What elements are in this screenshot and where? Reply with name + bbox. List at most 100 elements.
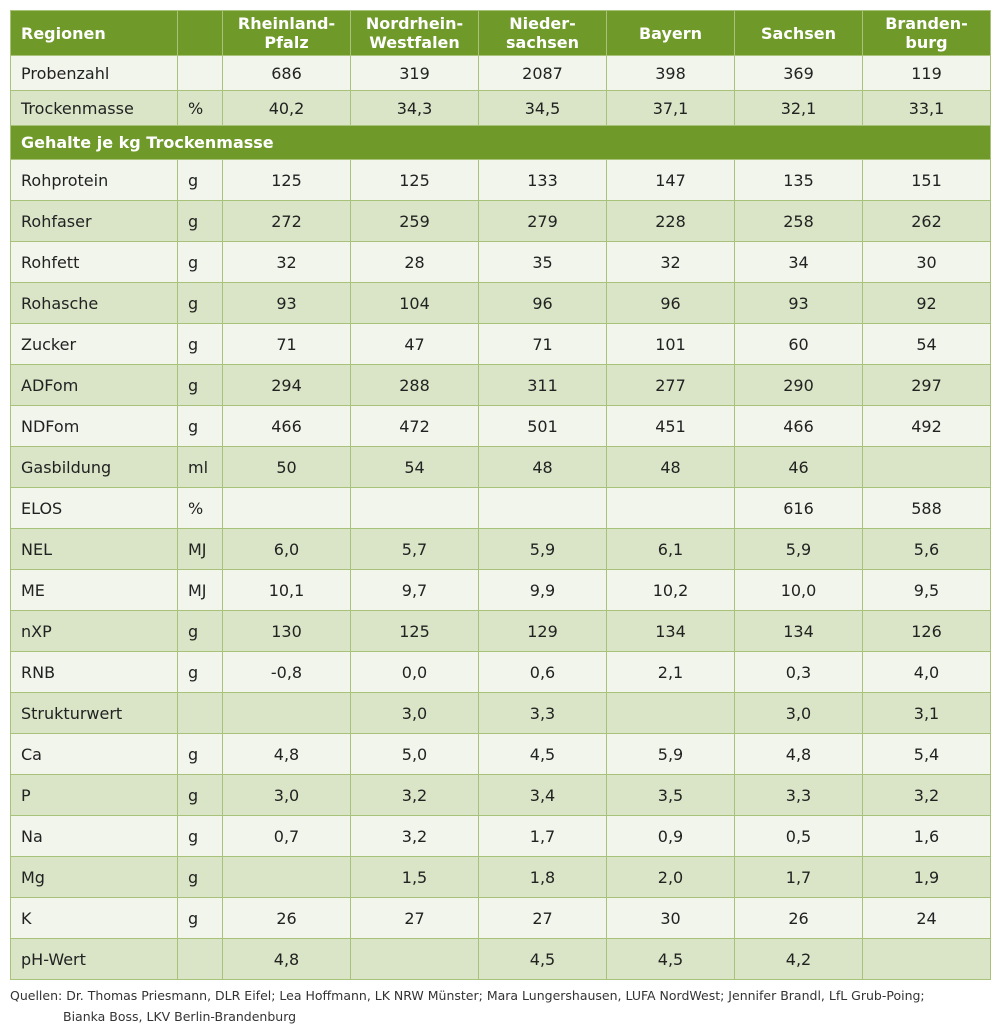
row-label: ADFom bbox=[10, 364, 178, 406]
table-row: NEL MJ 6,0 5,7 5,9 6,1 5,9 5,6 bbox=[10, 528, 991, 570]
table-cell: 290 bbox=[734, 364, 863, 406]
table-cell: 492 bbox=[862, 405, 991, 447]
table-cell: 3,3 bbox=[478, 692, 607, 734]
table-cell: 2,0 bbox=[606, 856, 735, 898]
table-cell: 119 bbox=[862, 55, 991, 91]
table-cell: 50 bbox=[222, 446, 351, 488]
table-cell: 104 bbox=[350, 282, 479, 324]
table-cell: 9,5 bbox=[862, 569, 991, 611]
table-cell: 32,1 bbox=[734, 90, 863, 126]
table-cell: 9,7 bbox=[350, 569, 479, 611]
table-cell: 5,9 bbox=[734, 528, 863, 570]
table-cell: 4,8 bbox=[734, 733, 863, 775]
table-cell bbox=[606, 692, 735, 734]
table-cell: 30 bbox=[862, 241, 991, 283]
row-label: ME bbox=[10, 569, 178, 611]
table-cell: 92 bbox=[862, 282, 991, 324]
table-cell: 96 bbox=[606, 282, 735, 324]
table-cell: 33,1 bbox=[862, 90, 991, 126]
table-cell: 151 bbox=[862, 159, 991, 201]
table-cell: 0,5 bbox=[734, 815, 863, 857]
table-cell: 5,4 bbox=[862, 733, 991, 775]
row-label: ELOS bbox=[10, 487, 178, 529]
table-cell: 54 bbox=[350, 446, 479, 488]
table-cell: 1,9 bbox=[862, 856, 991, 898]
row-unit: % bbox=[177, 487, 223, 529]
table-row: Ca g 4,8 5,0 4,5 5,9 4,8 5,4 bbox=[10, 733, 991, 775]
row-label: Na bbox=[10, 815, 178, 857]
table-cell bbox=[350, 487, 479, 529]
table-cell: 30 bbox=[606, 897, 735, 939]
table-cell: 1,8 bbox=[478, 856, 607, 898]
table-cell: 1,5 bbox=[350, 856, 479, 898]
table-cell: 126 bbox=[862, 610, 991, 652]
table-cell: 4,8 bbox=[222, 733, 351, 775]
table-cell bbox=[862, 938, 991, 980]
table-cell: 27 bbox=[478, 897, 607, 939]
table-cell: 4,2 bbox=[734, 938, 863, 980]
table-row: Na g 0,7 3,2 1,7 0,9 0,5 1,6 bbox=[10, 815, 991, 857]
header-region: Bayern bbox=[606, 10, 735, 56]
row-unit: g bbox=[177, 405, 223, 447]
sources-footnote: Quellen: Dr. Thomas Priesmann, DLR Eifel… bbox=[10, 985, 990, 1027]
table-row: NDFom g 466 472 501 451 466 492 bbox=[10, 405, 991, 447]
row-unit: g bbox=[177, 364, 223, 406]
table-row: RNB g -0,8 0,0 0,6 2,1 0,3 4,0 bbox=[10, 651, 991, 693]
table-cell: 311 bbox=[478, 364, 607, 406]
table-cell: 125 bbox=[350, 159, 479, 201]
table-cell bbox=[606, 487, 735, 529]
table-cell bbox=[350, 938, 479, 980]
table-cell: 133 bbox=[478, 159, 607, 201]
header-region: Rheinland- Pfalz bbox=[222, 10, 351, 56]
table-cell: 1,6 bbox=[862, 815, 991, 857]
table-cell: 71 bbox=[222, 323, 351, 365]
table-row: Trockenmasse% 40,2 34,3 34,5 37,1 32,1 33,1 bbox=[10, 90, 991, 126]
table-cell: 294 bbox=[222, 364, 351, 406]
row-label: NDFom bbox=[10, 405, 178, 447]
table-cell: 130 bbox=[222, 610, 351, 652]
table-cell: 5,6 bbox=[862, 528, 991, 570]
table-cell: 3,2 bbox=[862, 774, 991, 816]
table-cell: 0,3 bbox=[734, 651, 863, 693]
table-cell: 135 bbox=[734, 159, 863, 201]
table-cell: 37,1 bbox=[606, 90, 735, 126]
table-cell: 26 bbox=[222, 897, 351, 939]
table-cell: 588 bbox=[862, 487, 991, 529]
table-cell: 279 bbox=[478, 200, 607, 242]
table-cell: 501 bbox=[478, 405, 607, 447]
row-label: nXP bbox=[10, 610, 178, 652]
row-unit: g bbox=[177, 897, 223, 939]
table-cell: 228 bbox=[606, 200, 735, 242]
row-unit: g bbox=[177, 651, 223, 693]
table-cell: 272 bbox=[222, 200, 351, 242]
table-cell: 369 bbox=[734, 55, 863, 91]
table-cell bbox=[222, 692, 351, 734]
table-row: ME MJ 10,1 9,7 9,9 10,2 10,0 9,5 bbox=[10, 569, 991, 611]
row-unit: g bbox=[177, 774, 223, 816]
header-region: Nieder- sachsen bbox=[478, 10, 607, 56]
row-unit bbox=[177, 938, 223, 980]
table-row: ELOS% 616 588 bbox=[10, 487, 991, 529]
row-unit bbox=[177, 55, 223, 91]
row-unit: MJ bbox=[177, 528, 223, 570]
table-cell: 9,9 bbox=[478, 569, 607, 611]
table-cell: 40,2 bbox=[222, 90, 351, 126]
table-cell: 5,9 bbox=[478, 528, 607, 570]
table-cell: 0,0 bbox=[350, 651, 479, 693]
table-cell: 616 bbox=[734, 487, 863, 529]
header-region: Branden- burg bbox=[862, 10, 991, 56]
table-cell: 2,1 bbox=[606, 651, 735, 693]
table-cell: 32 bbox=[606, 241, 735, 283]
table-cell: 1,7 bbox=[734, 856, 863, 898]
table-cell: 34 bbox=[734, 241, 863, 283]
row-label: NEL bbox=[10, 528, 178, 570]
table-cell: 46 bbox=[734, 446, 863, 488]
table-cell: 4,8 bbox=[222, 938, 351, 980]
header-regionen: Regionen bbox=[10, 10, 178, 56]
table-cell: 10,1 bbox=[222, 569, 351, 611]
table-cell: 0,6 bbox=[478, 651, 607, 693]
table-cell: 134 bbox=[606, 610, 735, 652]
table-cell: 5,9 bbox=[606, 733, 735, 775]
row-label: Rohprotein bbox=[10, 159, 178, 201]
